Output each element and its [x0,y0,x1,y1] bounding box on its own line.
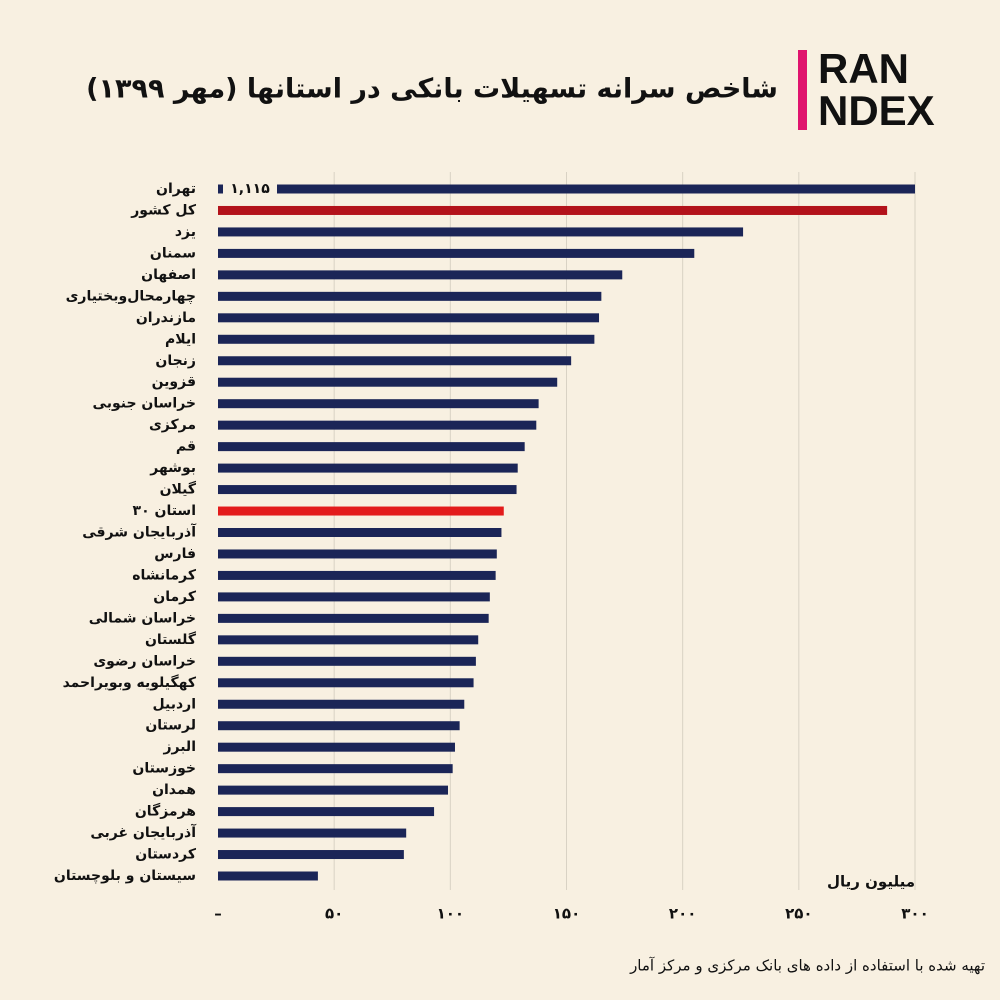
bar [218,463,518,473]
bar [218,399,539,409]
y-tick-label: هرمزگان [135,803,196,820]
bar [218,270,623,280]
bar [218,184,915,194]
bar [218,678,474,688]
bar [218,377,558,387]
y-tick-label: قزوین [152,374,196,390]
x-tick-label: ۲۵۰ [785,905,812,923]
y-tick-label: قم [176,439,196,455]
bar [218,205,888,215]
y-tick-label: آذربایجان شرقی [82,523,197,541]
x-tick-label: ۳۰۰ [901,905,928,923]
y-tick-label: لرستان [145,718,196,734]
y-tick-label: گیلان [160,481,197,498]
label-background [223,180,277,198]
y-tick-label: گلستان [145,631,197,648]
y-tick-label: بوشهر [149,460,196,476]
y-tick-label: مرکزی [149,417,196,433]
x-tick-label: – [214,905,222,923]
bar [218,248,695,258]
logo-text: NDEX [818,87,935,134]
x-tick-label: ۲۰۰ [669,905,696,923]
bar [218,828,407,838]
y-tick-label: اردبیل [152,696,196,712]
bar [218,528,502,537]
logo-text: RAN [818,45,909,92]
bar [218,721,460,731]
bar [218,656,476,666]
y-tick-label: کردستان [135,847,197,863]
y-tick-label: همدان [152,782,196,798]
bar [218,742,455,752]
bar [218,291,602,301]
bar [218,549,497,559]
y-tick-label: مازندران [136,310,196,326]
y-tick-label: آذربایجان غربی [90,823,197,841]
x-tick-label: ۵۰ [325,905,343,923]
y-tick-label: زنجان [155,353,196,369]
bar [218,807,435,817]
bar [218,442,525,452]
bar [218,570,496,580]
y-tick-label: کرمان [153,589,197,605]
data-label: ۱,۱۱۵ [230,181,270,197]
bar [218,313,600,323]
logo-bar [798,50,807,130]
bar [218,334,595,344]
bar [218,871,318,881]
y-tick-label: اصفهان [141,267,196,283]
bar [218,485,517,495]
y-tick-label: خراسان شمالی [89,610,196,626]
y-tick-label: یزد [175,224,196,240]
bar [218,356,572,366]
y-tick-label: فارس [154,546,196,562]
y-tick-label: ایلام [165,331,196,347]
y-tick-label: چهارمحال‌وبختیاری [66,288,196,304]
bar [218,506,504,516]
y-tick-label: ۳۰ استان [133,503,196,519]
y-tick-label: البرز [162,739,196,755]
bar [218,764,453,774]
chart-title: شاخص سرانه تسهیلات بانکی در استانها (مهر… [86,74,778,105]
bar [218,785,449,795]
bar [218,227,744,237]
y-tick-label: خراسان رضوی [93,653,196,669]
bar [218,592,490,602]
bars [218,184,915,881]
bar [218,699,465,709]
y-tick-label: سمنان [150,245,196,261]
x-tick-label: ۱۵۰ [553,905,580,923]
x-axis-label: میلیون ریال [827,873,915,891]
y-tick-label: سیستان و بلوچستان [54,868,196,884]
x-tick-label: ۱۰۰ [437,905,464,923]
source-note: تهیه شده با استفاده از داده های بانک مرک… [629,957,985,975]
y-tick-label: تهران [156,181,196,197]
y-tick-label: خوزستان [132,761,196,777]
y-tick-label: کهگیلویه وبویراحمد [63,674,197,691]
bar [218,420,537,430]
bar [218,635,479,645]
bar [218,613,489,623]
bar [218,850,404,860]
y-tick-label: کرمانشاه [132,567,197,583]
y-tick-label: خراسان جنوبی [93,396,196,412]
y-tick-label: کل کشور [130,202,197,218]
